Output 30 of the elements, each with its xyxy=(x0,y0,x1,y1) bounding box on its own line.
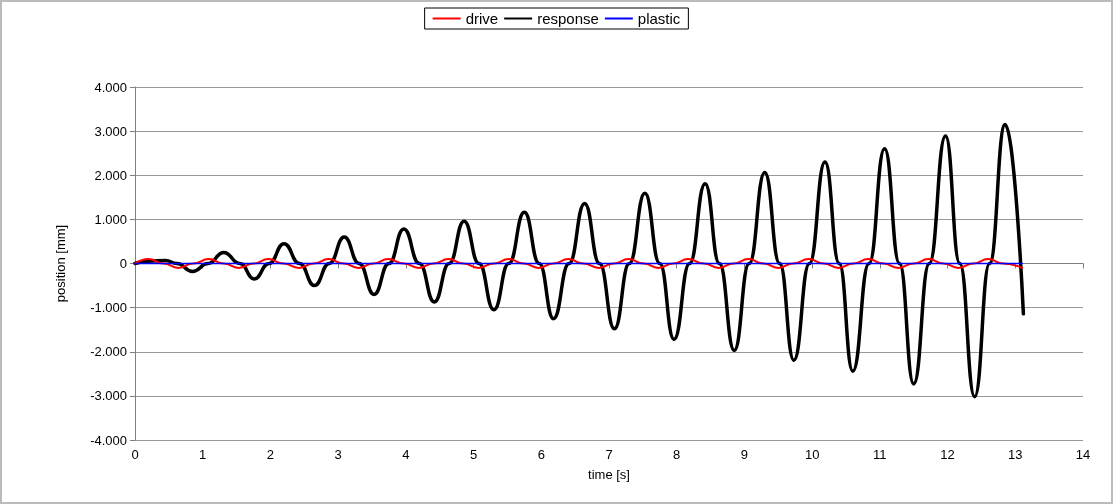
x-tick-label: 5 xyxy=(469,447,478,462)
y-tick-label: 4.000 xyxy=(94,79,127,95)
x-tick-label: 0 xyxy=(131,447,139,462)
legend-label: plastic xyxy=(637,10,681,27)
legend-label: drive xyxy=(465,10,499,27)
y-tick-label: -4.000 xyxy=(90,432,127,448)
x-axis-title: time [s] xyxy=(588,467,630,482)
x-tick-label: 9 xyxy=(740,447,749,462)
x-tick-label: 10 xyxy=(804,447,820,462)
x-tick-label: 6 xyxy=(537,447,545,462)
x-tick-label: 8 xyxy=(673,447,681,462)
legend-label: response xyxy=(537,10,599,27)
y-tick-label: 0 xyxy=(119,256,127,271)
line-series xyxy=(133,122,1026,399)
y-tick-label: 1.000 xyxy=(94,211,127,227)
y-tick-label: -2.000 xyxy=(90,344,127,360)
x-tick-label: 11 xyxy=(873,447,887,462)
x-tick-label: 2 xyxy=(266,447,275,462)
x-tick-label: 12 xyxy=(940,447,955,462)
x-tick-label: 14 xyxy=(1075,447,1091,462)
x-tick-label: 1 xyxy=(199,447,207,462)
y-tick-label: -1.000 xyxy=(90,300,127,316)
y-axis-title: position [mm] xyxy=(53,224,68,303)
x-tick-label: 7 xyxy=(605,447,613,462)
y-tick-label: 2.000 xyxy=(94,167,127,183)
y-tick-label: 3.000 xyxy=(94,123,127,139)
x-tick-label: 13 xyxy=(1008,447,1023,462)
y-tick-label: -3.000 xyxy=(90,388,127,404)
x-tick-label: 3 xyxy=(334,447,342,462)
x-tick-label: 4 xyxy=(402,447,410,462)
